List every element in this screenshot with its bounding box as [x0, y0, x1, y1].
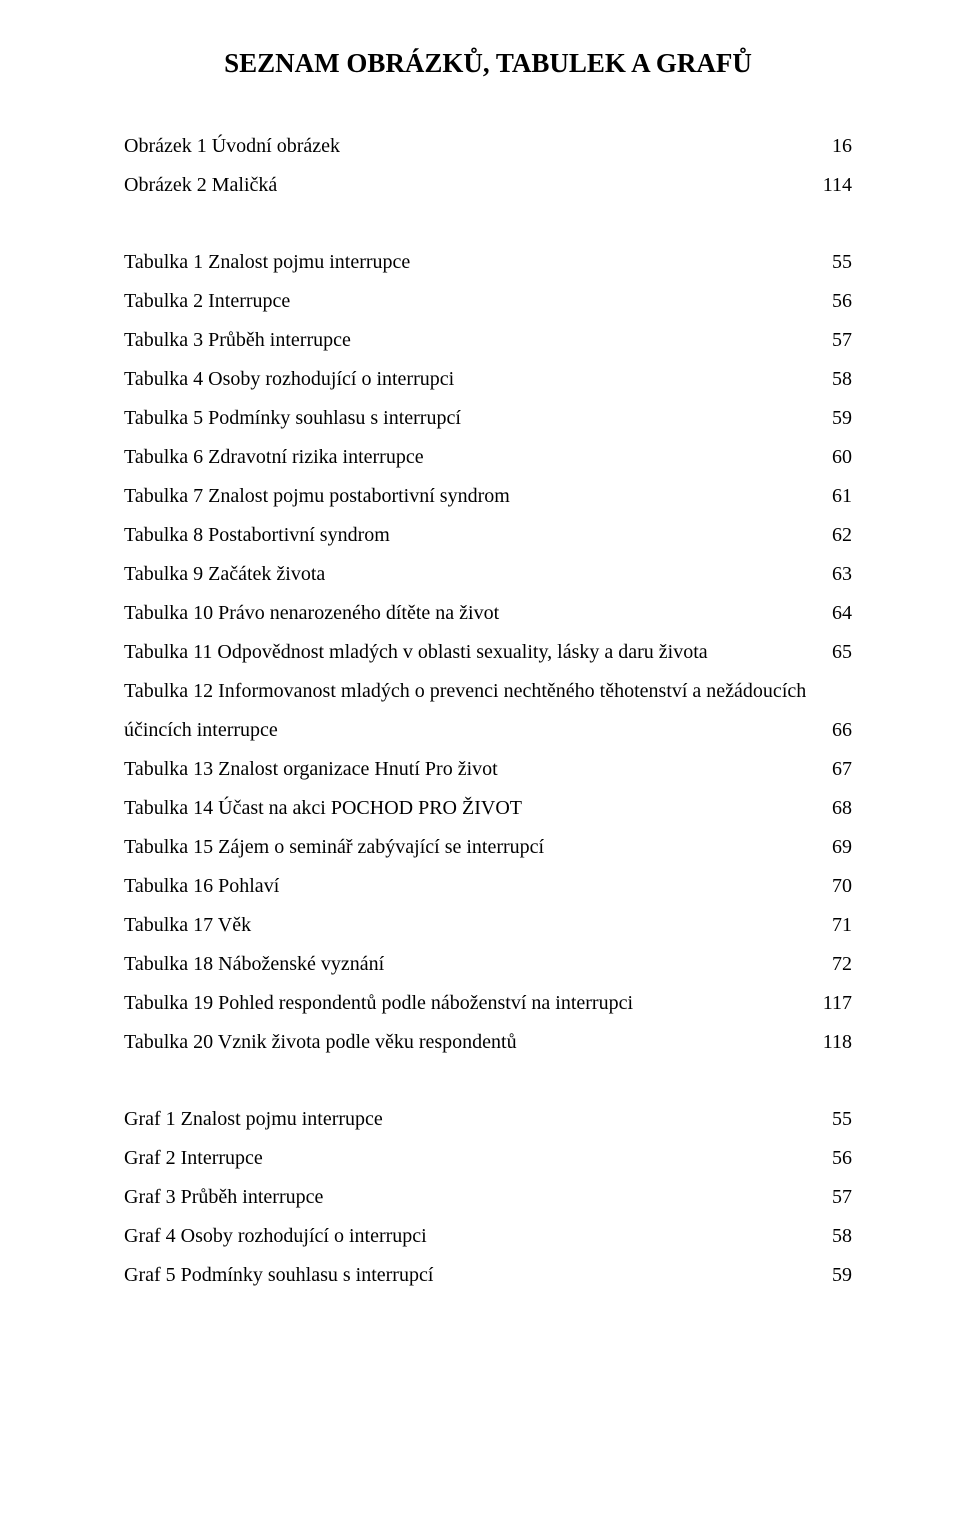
entry-page: 56 [820, 282, 852, 321]
entry-label: Graf 4 Osoby rozhodující o interrupci [124, 1217, 427, 1256]
entry-label: Tabulka 7 Znalost pojmu postabortivní sy… [124, 477, 510, 516]
entry-page: 56 [820, 1139, 852, 1178]
list-item: Tabulka 7 Znalost pojmu postabortivní sy… [124, 477, 852, 516]
entry-label-line1: Tabulka 12 Informovanost mladých o preve… [124, 672, 852, 711]
entry-label: Tabulka 19 Pohled respondentů podle nábo… [124, 984, 633, 1023]
list-item: Obrázek 2 Maličká 114 [124, 166, 852, 205]
entry-page: 68 [820, 789, 852, 828]
entry-label: Tabulka 15 Zájem o seminář zabývající se… [124, 828, 544, 867]
list-item: Tabulka 20 Vznik života podle věku respo… [124, 1023, 852, 1062]
entry-page: 55 [820, 243, 852, 282]
entry-page: 67 [820, 750, 852, 789]
list-item: Graf 3 Průběh interrupce 57 [124, 1178, 852, 1217]
entry-page: 61 [820, 477, 852, 516]
list-item: Tabulka 4 Osoby rozhodující o interrupci… [124, 360, 852, 399]
list-item: Graf 4 Osoby rozhodující o interrupci 58 [124, 1217, 852, 1256]
entry-label: Tabulka 16 Pohlaví [124, 867, 279, 906]
list-item: Tabulka 1 Znalost pojmu interrupce 55 [124, 243, 852, 282]
entry-label: Obrázek 1 Úvodní obrázek [124, 127, 340, 166]
entry-page: 65 [820, 633, 852, 672]
entry-page: 71 [820, 906, 852, 945]
entry-page: 59 [820, 399, 852, 438]
entry-page: 55 [820, 1100, 852, 1139]
entry-label: Graf 1 Znalost pojmu interrupce [124, 1100, 383, 1139]
list-item: Tabulka 8 Postabortivní syndrom 62 [124, 516, 852, 555]
list-item: Tabulka 11 Odpovědnost mladých v oblasti… [124, 633, 852, 672]
entry-page: 57 [820, 1178, 852, 1217]
list-item: Tabulka 13 Znalost organizace Hnutí Pro … [124, 750, 852, 789]
entry-page: 60 [820, 438, 852, 477]
entry-label: Tabulka 4 Osoby rozhodující o interrupci [124, 360, 454, 399]
entry-label: Tabulka 14 Účast na akci POCHOD PRO ŽIVO… [124, 789, 522, 828]
entry-label: Tabulka 18 Náboženské vyznání [124, 945, 384, 984]
entry-label: Tabulka 6 Zdravotní rizika interrupce [124, 438, 424, 477]
list-item: Tabulka 19 Pohled respondentů podle nábo… [124, 984, 852, 1023]
entry-page: 64 [820, 594, 852, 633]
entry-page: 58 [820, 360, 852, 399]
entry-page: 69 [820, 828, 852, 867]
entry-page: 58 [820, 1217, 852, 1256]
entry-page: 72 [820, 945, 852, 984]
section-tabulky: Tabulka 1 Znalost pojmu interrupce 55 Ta… [124, 243, 852, 1062]
list-item: Tabulka 9 Začátek života 63 [124, 555, 852, 594]
entry-label: Graf 2 Interrupce [124, 1139, 263, 1178]
list-item: Tabulka 3 Průběh interrupce 57 [124, 321, 852, 360]
entry-label: Tabulka 5 Podmínky souhlasu s interrupcí [124, 399, 461, 438]
entry-page: 59 [820, 1256, 852, 1295]
list-item: Tabulka 12 Informovanost mladých o preve… [124, 672, 852, 750]
section-grafy: Graf 1 Znalost pojmu interrupce 55 Graf … [124, 1100, 852, 1295]
entry-label: Graf 5 Podmínky souhlasu s interrupcí [124, 1256, 433, 1295]
entry-label: Tabulka 1 Znalost pojmu interrupce [124, 243, 410, 282]
entry-label: Obrázek 2 Maličká [124, 166, 277, 205]
list-item: Tabulka 17 Věk 71 [124, 906, 852, 945]
list-item: Tabulka 5 Podmínky souhlasu s interrupcí… [124, 399, 852, 438]
entry-page: 117 [811, 984, 852, 1023]
entry-label: Tabulka 13 Znalost organizace Hnutí Pro … [124, 750, 498, 789]
entry-label: Tabulka 8 Postabortivní syndrom [124, 516, 390, 555]
entry-page: 70 [820, 867, 852, 906]
page-title: SEZNAM OBRÁZKŮ, TABULEK A GRAFŮ [124, 48, 852, 79]
entry-page: 57 [820, 321, 852, 360]
list-item: Tabulka 10 Právo nenarozeného dítěte na … [124, 594, 852, 633]
entry-label: Tabulka 2 Interrupce [124, 282, 290, 321]
entry-label: Graf 3 Průběh interrupce [124, 1178, 323, 1217]
entry-page: 118 [811, 1023, 852, 1062]
entry-label-line2: účincích interrupce [124, 711, 278, 750]
list-item: Graf 1 Znalost pojmu interrupce 55 [124, 1100, 852, 1139]
entry-page: 62 [820, 516, 852, 555]
entry-label: Tabulka 10 Právo nenarozeného dítěte na … [124, 594, 499, 633]
section-obrazky: Obrázek 1 Úvodní obrázek 16 Obrázek 2 Ma… [124, 127, 852, 205]
list-item: Graf 2 Interrupce 56 [124, 1139, 852, 1178]
entry-label: Tabulka 20 Vznik života podle věku respo… [124, 1023, 517, 1062]
list-item: Tabulka 2 Interrupce 56 [124, 282, 852, 321]
entry-page: 16 [820, 127, 852, 166]
list-item: Tabulka 14 Účast na akci POCHOD PRO ŽIVO… [124, 789, 852, 828]
entry-page: 114 [811, 166, 852, 205]
list-item: Tabulka 16 Pohlaví 70 [124, 867, 852, 906]
entry-page: 66 [832, 711, 852, 750]
list-item: Tabulka 6 Zdravotní rizika interrupce 60 [124, 438, 852, 477]
list-item: Tabulka 18 Náboženské vyznání 72 [124, 945, 852, 984]
entry-label: Tabulka 17 Věk [124, 906, 251, 945]
entry-page: 63 [820, 555, 852, 594]
list-item: Tabulka 15 Zájem o seminář zabývající se… [124, 828, 852, 867]
list-item: Graf 5 Podmínky souhlasu s interrupcí 59 [124, 1256, 852, 1295]
entry-label: Tabulka 9 Začátek života [124, 555, 325, 594]
entry-label: Tabulka 11 Odpovědnost mladých v oblasti… [124, 633, 708, 672]
list-item: Obrázek 1 Úvodní obrázek 16 [124, 127, 852, 166]
entry-label: Tabulka 3 Průběh interrupce [124, 321, 351, 360]
